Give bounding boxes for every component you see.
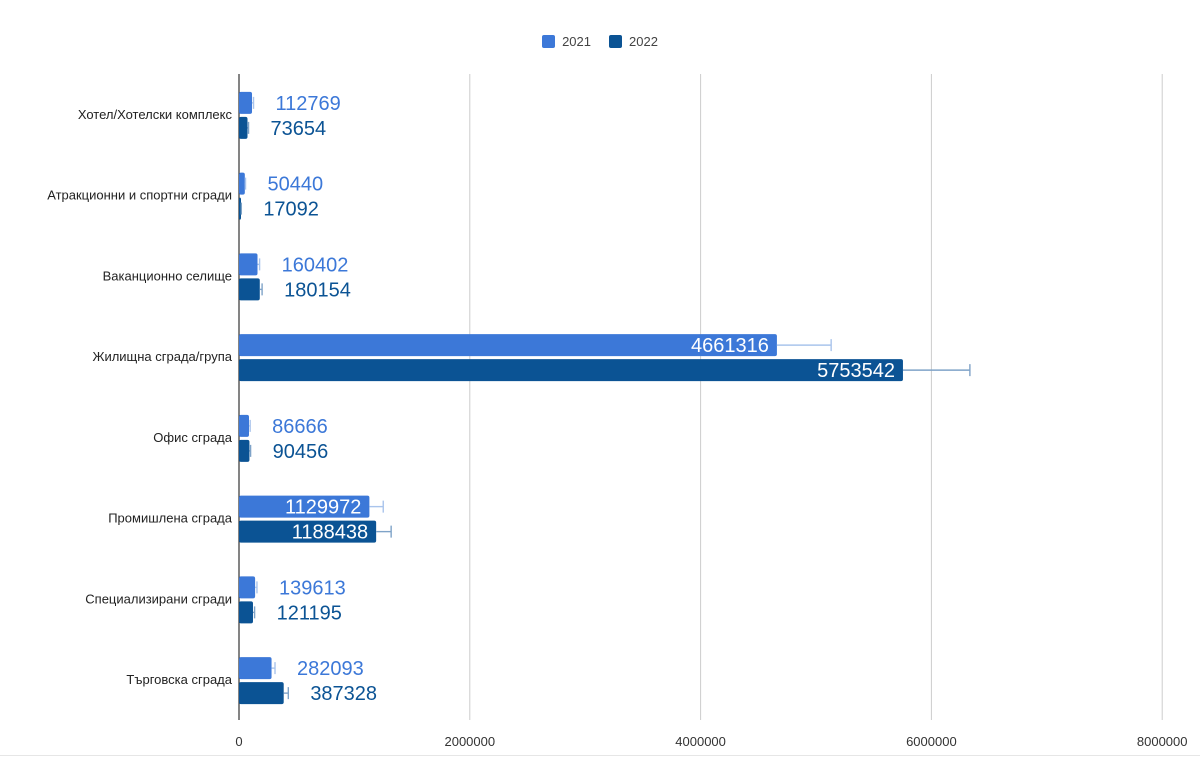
bar-2021[interactable] [239,91,253,114]
bar-2021[interactable] [239,172,245,195]
legend-label-2022: 2022 [629,33,658,49]
data-label: 50440 [268,174,324,196]
data-label: 17092 [263,199,319,221]
data-label: 121195 [277,602,342,624]
category-label: Промишлена сграда [108,511,233,526]
category-label: Жилищна сграда/група [92,349,232,364]
category-label: Офис сграда [153,430,232,445]
bottom-divider [0,755,1200,756]
data-label: 139613 [279,577,346,599]
x-tick-label: 0 [235,734,242,749]
bar-2022[interactable] [239,278,260,301]
bar-2021[interactable] [239,414,250,437]
bar-2022[interactable] [239,520,377,543]
bar-2021[interactable] [239,576,256,599]
x-tick-label: 4000000 [675,734,726,749]
x-tick-label: 8000000 [1137,734,1188,749]
data-label: 86666 [272,416,328,438]
bar-2022[interactable] [239,197,241,220]
data-label: 4661316 [691,335,769,357]
bar-2022[interactable] [239,601,253,624]
data-label: 387328 [310,683,377,705]
data-label: 282093 [297,658,364,680]
legend-item-2022[interactable]: 2022 [609,34,658,49]
data-label: 90456 [273,441,329,463]
data-label: 180154 [284,279,351,301]
bar-2021[interactable] [239,334,777,357]
legend-swatch-2022 [609,34,622,48]
category-label: Хотел/Хотелски комплекс [78,107,233,122]
bar-2021[interactable] [239,657,272,680]
bar-2022[interactable] [239,439,250,462]
category-label: Атракционни и спортни сгради [47,188,232,203]
data-label: 5753542 [817,360,895,382]
data-label: 160402 [282,254,349,276]
legend-swatch-2021 [542,34,556,48]
data-label: 112769 [276,93,341,115]
legend-label-2021: 2021 [562,33,591,49]
x-tick-label: 6000000 [906,734,957,749]
data-label: 73654 [271,118,327,140]
bar-2021[interactable] [239,495,370,518]
x-tick-label: 2000000 [444,734,495,749]
legend: 2021 2022 [0,31,1200,51]
data-label: 1188438 [292,522,368,544]
bar-2022[interactable] [239,682,284,705]
data-label: 1129972 [285,497,361,519]
category-label: Ваканционно селище [103,268,232,283]
bar-2021[interactable] [239,253,258,276]
category-label: Търговска сграда [126,672,232,687]
bar-2022[interactable] [239,116,248,139]
bar-2022[interactable] [239,359,903,382]
legend-item-2021[interactable]: 2021 [542,34,591,49]
category-label: Специализирани сгради [85,591,232,606]
